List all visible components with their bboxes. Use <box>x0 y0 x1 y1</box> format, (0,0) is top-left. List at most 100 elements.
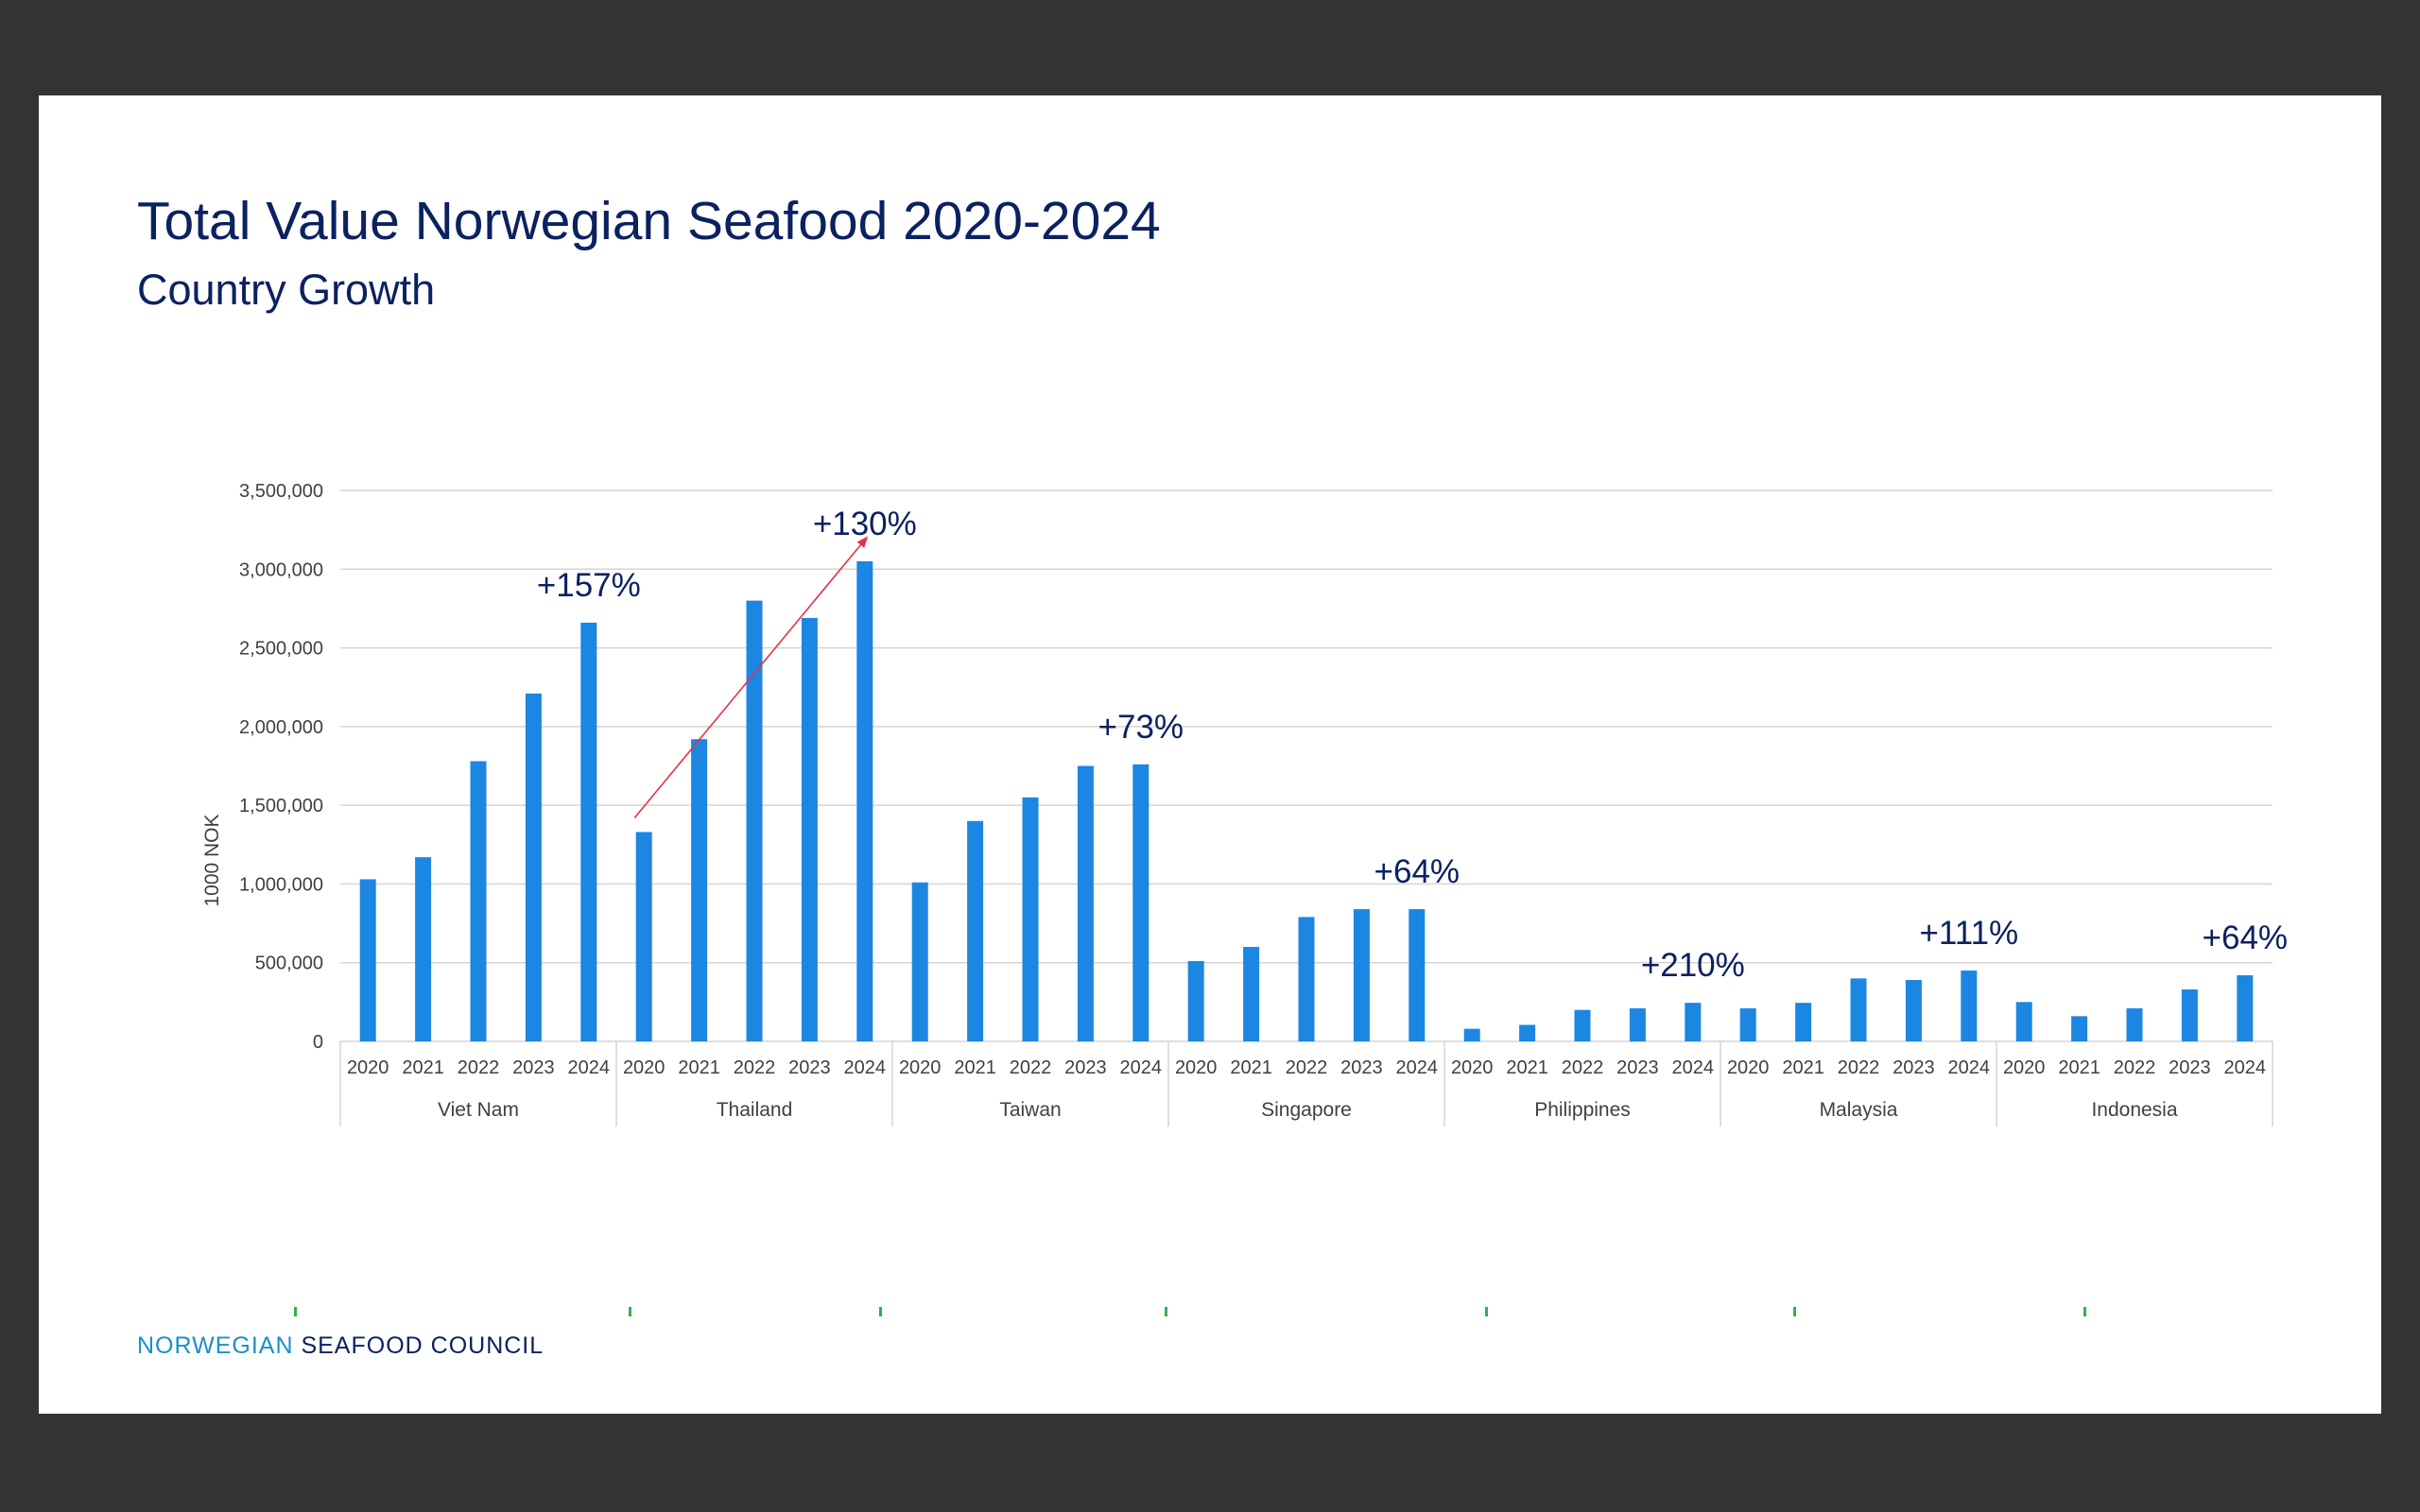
bar <box>2015 1002 2032 1041</box>
x-tick-label-year: 2024 <box>1120 1057 1163 1078</box>
bar <box>1574 1009 1591 1041</box>
bar <box>1243 947 1260 1041</box>
bar-chart: 0 500,000 1,000,000 1,500,000 2,000,000 2,500… <box>201 481 2289 1316</box>
bar <box>1685 1003 1702 1041</box>
y-tick-label: 3,000,000 <box>239 559 323 580</box>
bar <box>635 832 652 1041</box>
y-tick-label: 3,500,000 <box>239 481 323 502</box>
accent-mark <box>1485 1307 1488 1316</box>
x-tick-label-year: 2024 <box>2224 1057 2267 1078</box>
bar <box>801 617 818 1041</box>
y-axis-label: 1000 NOK <box>201 814 223 906</box>
bar <box>911 882 928 1041</box>
page-subtitle: Country Growth <box>137 266 436 314</box>
x-group-label: Malaysia <box>1820 1099 1898 1121</box>
x-tick-label-year: 2022 <box>1286 1057 1328 1078</box>
bar <box>746 600 763 1041</box>
growth-annotation: +73% <box>1098 709 1184 746</box>
bar <box>1022 797 1039 1041</box>
x-tick-label-year: 2022 <box>1838 1057 1880 1078</box>
bar <box>2237 975 2254 1041</box>
growth-annotation: +111% <box>1919 915 2018 952</box>
bar <box>1132 764 1150 1041</box>
growth-annotation: +64% <box>1374 853 1461 890</box>
x-tick-label-year: 2024 <box>844 1057 887 1078</box>
growth-annotation: +210% <box>1641 947 1745 984</box>
x-tick-label-year: 2021 <box>1506 1057 1548 1078</box>
x-tick-label-year: 2024 <box>1672 1057 1715 1078</box>
x-group-label: Philippines <box>1534 1099 1631 1121</box>
x-tick-label-year: 2023 <box>1893 1057 1935 1078</box>
x-tick-label-year: 2020 <box>1727 1057 1770 1078</box>
page-title: Total Value Norwegian Seafood 2020-2024 <box>137 191 1161 251</box>
x-tick-label-year: 2022 <box>1010 1057 1052 1078</box>
bar <box>2181 989 2198 1041</box>
bar <box>1298 917 1315 1041</box>
x-tick-label-year: 2024 <box>568 1057 611 1078</box>
bar <box>967 820 984 1041</box>
logo-text-seafood-council: SEAFOOD COUNCIL <box>301 1332 544 1359</box>
y-tick-label: 2,000,000 <box>239 717 323 738</box>
x-tick-label-year: 2020 <box>623 1057 666 1078</box>
growth-annotation: +157% <box>537 567 641 604</box>
x-tick-label-year: 2022 <box>458 1057 500 1078</box>
x-group-label: Taiwan <box>999 1099 1061 1121</box>
x-tick-label-year: 2022 <box>2114 1057 2156 1078</box>
x-tick-label-year: 2020 <box>2003 1057 2046 1078</box>
bar <box>1739 1008 1756 1041</box>
bar <box>525 693 542 1041</box>
bar <box>2071 1016 2088 1041</box>
accent-mark <box>294 1307 297 1316</box>
x-tick-label-year: 2020 <box>347 1057 389 1078</box>
x-tick-label-year: 2024 <box>1396 1057 1439 1078</box>
bar <box>415 857 432 1041</box>
bar <box>1795 1003 1812 1041</box>
x-tick-label-year: 2022 <box>734 1057 776 1078</box>
growth-annotation: +64% <box>2203 919 2289 956</box>
bar <box>580 622 597 1041</box>
slide: 0 500,000 1,000,000 1,500,000 2,000,000 2,500… <box>39 95 2381 1414</box>
x-tick-label-year: 2023 <box>788 1057 831 1078</box>
x-tick-label-year: 2024 <box>1948 1057 1991 1078</box>
x-tick-label-year: 2020 <box>1451 1057 1494 1078</box>
x-tick-label-year: 2021 <box>402 1057 444 1078</box>
logo-text-norwegian: NORWEGIAN <box>137 1332 294 1359</box>
bar <box>691 739 708 1041</box>
bar <box>2126 1008 2143 1041</box>
bar <box>470 761 487 1041</box>
x-tick-label-year: 2023 <box>2169 1057 2211 1078</box>
x-group-label: Indonesia <box>2091 1099 2177 1121</box>
x-tick-label-year: 2022 <box>1562 1057 1604 1078</box>
x-tick-label-year: 2021 <box>1782 1057 1824 1078</box>
bar <box>359 879 376 1041</box>
x-tick-label-year: 2021 <box>678 1057 720 1078</box>
bar <box>1850 978 1867 1041</box>
x-tick-label-year: 2023 <box>1340 1057 1383 1078</box>
y-tick-label: 1,500,000 <box>239 796 323 816</box>
bar <box>1077 765 1094 1041</box>
y-tick-label: 0 <box>313 1032 323 1053</box>
accent-mark <box>629 1307 631 1316</box>
y-tick-label: 500,000 <box>255 954 323 974</box>
bar <box>1629 1008 1646 1041</box>
x-group-label: Singapore <box>1261 1099 1352 1121</box>
bar <box>1353 909 1370 1041</box>
accent-mark <box>2083 1307 2086 1316</box>
bar <box>1463 1028 1480 1041</box>
bar <box>856 560 873 1041</box>
y-tick-label: 1,000,000 <box>239 874 323 895</box>
x-tick-label-year: 2023 <box>1064 1057 1107 1078</box>
x-tick-label-year: 2020 <box>1175 1057 1218 1078</box>
x-tick-label-year: 2020 <box>899 1057 942 1078</box>
bar <box>1905 980 1922 1041</box>
x-tick-label-year: 2021 <box>1230 1057 1272 1078</box>
x-tick-label-year: 2023 <box>1616 1057 1659 1078</box>
y-tick-label: 2,500,000 <box>239 639 323 660</box>
bar <box>1409 909 1426 1041</box>
x-group-label: Viet Nam <box>438 1099 519 1121</box>
accent-mark <box>1165 1307 1167 1316</box>
bar <box>1187 961 1204 1041</box>
bar <box>1519 1024 1536 1041</box>
growth-annotation: +130% <box>813 506 917 542</box>
x-tick-label-year: 2023 <box>512 1057 555 1078</box>
